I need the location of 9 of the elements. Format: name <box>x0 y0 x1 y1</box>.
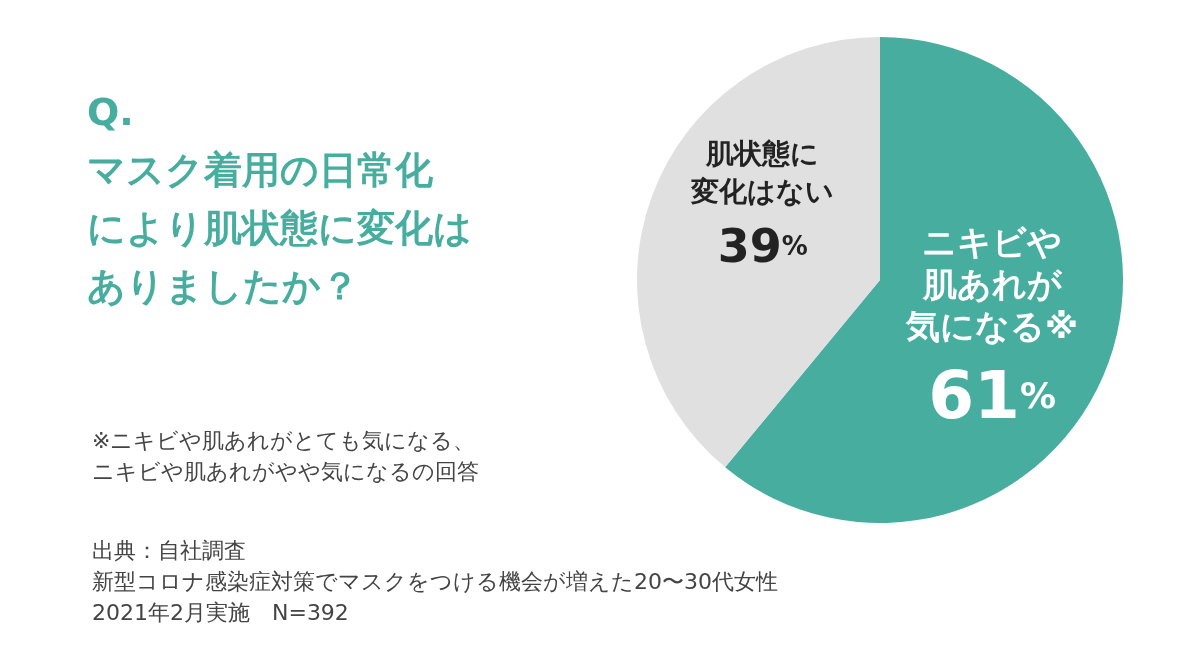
data-label: 61% <box>928 356 1057 434</box>
text: ※ニキビや肌あれがとても気になる、ニキビや肌あれがやや気になるの回答 <box>92 428 479 484</box>
data-label: 39% <box>717 218 808 273</box>
text: 2021年2月実施 N=392 <box>92 600 349 625</box>
text: 新型コロナ感染症対策でマスクをつける機会が増えた20〜30代女性 <box>92 569 778 594</box>
slice-label: ニキビや肌あれが気になる※ <box>905 222 1079 347</box>
slice-label: 肌状態に変化はない <box>690 137 835 209</box>
source-note: 出典：自社調査 <box>92 538 246 563</box>
text: Q.マスク着用の日常化により肌状態に変化はありましたか？ <box>87 90 472 308</box>
